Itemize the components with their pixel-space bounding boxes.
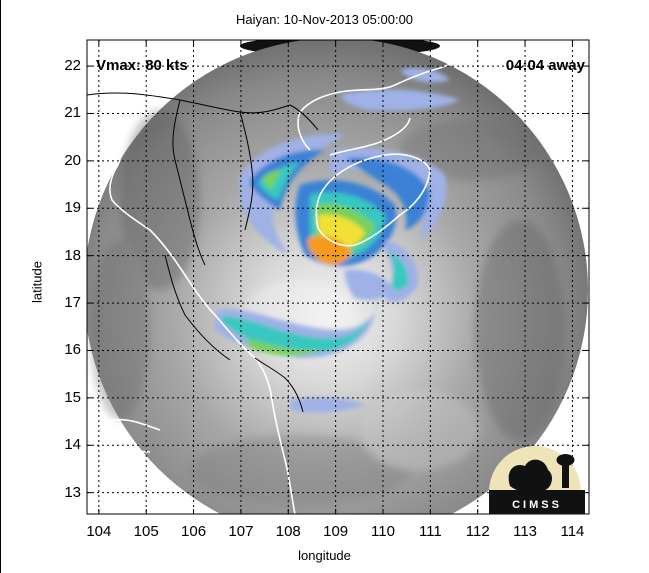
x-tick-label: 108 — [275, 523, 301, 540]
x-tick-label: 113 — [513, 523, 538, 540]
y-tick-label: 19 — [64, 199, 81, 217]
x-tick-label: 112 — [465, 523, 490, 540]
figure-left-border — [0, 0, 1, 573]
gridlines — [87, 40, 589, 514]
tick-marks — [87, 40, 589, 514]
y-tick-label: 16 — [64, 341, 81, 359]
plot-title: Haiyan: 10-Nov-2013 05:00:00 — [235, 12, 414, 27]
x-tick-label: 111 — [418, 523, 442, 540]
cimss-logo-text: CIMSS — [512, 499, 562, 511]
y-tick-label: 17 — [64, 294, 81, 312]
vmax-label: Vmax: 80 kts — [96, 57, 188, 74]
borders — [87, 92, 319, 413]
y-tick-label: 20 — [64, 151, 81, 169]
x-tick-label: 109 — [323, 523, 349, 540]
y-axis-label: latitude — [29, 261, 45, 303]
rain-bands — [215, 68, 460, 413]
y-tick-label: 18 — [64, 246, 81, 264]
x-tick-label: 114 — [560, 523, 585, 540]
cimss-logo: CIMSS — [489, 446, 585, 514]
y-tick-label: 14 — [64, 436, 81, 454]
x-tick-label: 104 — [86, 523, 112, 540]
y-tick-label: 13 — [64, 483, 81, 501]
y-tick-label: 22 — [64, 57, 81, 75]
time-away-label: 04:04 away — [505, 57, 585, 74]
coastlines — [87, 40, 589, 514]
y-tick-label: 21 — [64, 104, 81, 122]
plot-frame — [86, 39, 590, 515]
y-tick-label: 15 — [64, 388, 81, 406]
x-tick-label: 107 — [228, 523, 254, 540]
x-tick-label: 105 — [133, 523, 159, 540]
x-tick-label: 106 — [181, 523, 207, 540]
x-tick-label: 110 — [371, 523, 395, 540]
x-axis-label: longitude — [298, 548, 351, 563]
